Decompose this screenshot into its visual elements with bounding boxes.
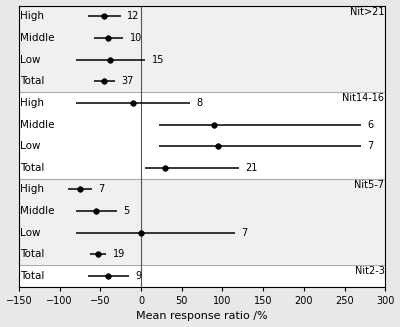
X-axis label: Mean response ratio /%: Mean response ratio /%	[136, 311, 268, 321]
Text: Low: Low	[20, 141, 41, 151]
Text: Total: Total	[20, 163, 45, 173]
Text: 19: 19	[112, 250, 125, 259]
Bar	[19, 265, 385, 287]
Text: 7: 7	[367, 141, 374, 151]
Text: 7: 7	[99, 184, 105, 195]
Text: Nit5-7: Nit5-7	[354, 180, 384, 190]
Text: Total: Total	[20, 271, 45, 281]
Text: 21: 21	[245, 163, 258, 173]
Text: 10: 10	[130, 33, 142, 43]
Text: High: High	[20, 184, 44, 195]
Text: 5: 5	[123, 206, 129, 216]
Text: Middle: Middle	[20, 206, 55, 216]
Text: 15: 15	[152, 55, 164, 65]
Text: 12: 12	[127, 11, 140, 21]
Bar	[19, 179, 385, 265]
Text: Nit>21: Nit>21	[350, 7, 384, 17]
Text: 7: 7	[241, 228, 247, 238]
Text: 6: 6	[367, 120, 374, 129]
Text: Nit2-3: Nit2-3	[354, 266, 384, 276]
Text: Middle: Middle	[20, 120, 55, 129]
Text: High: High	[20, 11, 44, 21]
Text: High: High	[20, 98, 44, 108]
Bar	[19, 6, 385, 92]
Text: Nit14-16: Nit14-16	[342, 93, 384, 103]
Text: Total: Total	[20, 250, 45, 259]
Text: Total: Total	[20, 76, 45, 86]
Text: 8: 8	[196, 98, 202, 108]
Text: Low: Low	[20, 228, 41, 238]
Text: Middle: Middle	[20, 33, 55, 43]
Text: Low: Low	[20, 55, 41, 65]
Text: 9: 9	[135, 271, 142, 281]
Bar	[19, 92, 385, 179]
Text: 37: 37	[122, 76, 134, 86]
